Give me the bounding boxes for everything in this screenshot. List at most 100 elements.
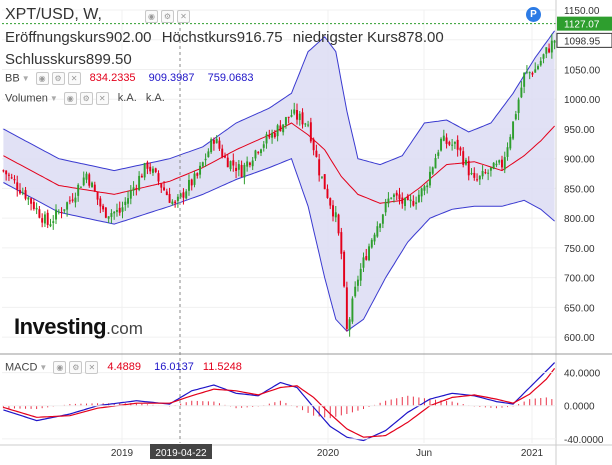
candle-body: [146, 162, 149, 169]
settings-icon[interactable]: ⚙: [69, 361, 83, 374]
macd-tick-label: -40.0000: [564, 435, 604, 446]
candle-body: [392, 194, 395, 197]
candle-body: [545, 47, 548, 54]
candle-body: [517, 99, 520, 114]
candle-body: [320, 176, 323, 178]
close-icon[interactable]: ✕: [67, 72, 81, 85]
visibility-icon[interactable]: ◉: [145, 10, 158, 24]
candle-body: [537, 66, 539, 70]
candle-body: [110, 213, 113, 217]
macd-tick-label: 0.0000: [564, 402, 595, 413]
current-price-label: 1127.07: [564, 20, 600, 31]
bollinger-lower-line: [3, 158, 555, 332]
macd-value-hist: 4.4889: [107, 361, 142, 374]
candle-body: [235, 167, 238, 171]
candle-body: [221, 148, 224, 157]
candle-body: [503, 157, 506, 170]
close-icon[interactable]: ✕: [85, 361, 99, 374]
candle-body: [185, 191, 188, 199]
candle-body: [5, 170, 8, 175]
candle-body: [271, 132, 274, 138]
candle-body: [304, 123, 307, 125]
candle-body: [387, 198, 390, 204]
ohlc-row-1: Eröffnungskurs902.00 Höchstkurs916.75 ni…: [5, 29, 444, 46]
price-box-tag: [556, 32, 612, 48]
publish-badge[interactable]: P: [526, 7, 541, 22]
high-value: 916.75: [236, 29, 283, 46]
candle-body: [91, 182, 93, 188]
candle-body: [127, 198, 130, 204]
symbol-title: XPT/USD, W,: [5, 6, 102, 23]
candle-body: [107, 216, 110, 219]
bollinger-upper-line: [3, 30, 556, 172]
chevron-down-icon[interactable]: ▼: [49, 94, 58, 103]
candle-body: [57, 211, 60, 213]
candle-body: [163, 187, 166, 191]
title-controls: ◉ ⚙ ✕: [142, 8, 190, 26]
candle-body: [379, 223, 382, 228]
investing-logo: Investing.com: [14, 314, 143, 340]
bb-name[interactable]: BB: [5, 72, 20, 85]
settings-icon[interactable]: ⚙: [161, 10, 174, 24]
candle-body: [307, 124, 310, 126]
macd-value-signal: 11.5248: [202, 361, 242, 374]
candle-body: [298, 113, 301, 121]
settings-icon[interactable]: ⚙: [51, 72, 65, 85]
candle-body: [434, 158, 437, 169]
price-box-label: 1098.95: [564, 36, 601, 47]
close-value: 899.50: [85, 51, 132, 68]
candle-body: [257, 152, 260, 154]
candle-body: [318, 159, 321, 176]
candle-body: [88, 174, 91, 186]
candle-body: [248, 162, 251, 166]
volume-name[interactable]: Volumen: [5, 92, 48, 105]
candle-body: [52, 221, 55, 223]
candle-body: [204, 158, 207, 161]
macd-name[interactable]: MACD: [5, 361, 38, 374]
candle-body: [218, 140, 221, 149]
candle-body: [176, 196, 179, 202]
candle-body: [35, 207, 38, 210]
candle-body: [539, 60, 542, 66]
candle-body: [451, 144, 454, 146]
candle-body: [351, 298, 354, 322]
high-label: Höchstkurs: [161, 29, 237, 46]
visibility-icon[interactable]: ◉: [53, 361, 67, 374]
chevron-down-icon[interactable]: ▼: [21, 74, 30, 83]
chevron-down-icon[interactable]: ▼: [39, 363, 48, 372]
candle-body: [19, 189, 21, 194]
y-tick-label: 600.00: [564, 333, 595, 344]
y-tick-label: 1050.00: [564, 65, 601, 76]
candle-body: [312, 139, 315, 151]
candle-body: [199, 165, 202, 175]
candle-body: [492, 162, 495, 170]
settings-icon[interactable]: ⚙: [79, 92, 93, 105]
logo-text: Investing: [14, 314, 107, 339]
candle-body: [428, 171, 431, 186]
candle-body: [118, 207, 121, 213]
candle-body: [456, 139, 459, 150]
candle-body: [384, 201, 387, 213]
candle-body: [362, 257, 365, 268]
close-icon[interactable]: ✕: [95, 92, 109, 105]
candle-body: [356, 279, 359, 286]
candle-body: [329, 198, 332, 206]
candle-body: [398, 194, 401, 200]
x-tick-label: 2020: [317, 448, 340, 459]
candle-body: [55, 209, 57, 220]
visibility-icon[interactable]: ◉: [35, 72, 49, 85]
candle-body: [287, 116, 290, 118]
candle-body: [348, 319, 351, 331]
visibility-icon[interactable]: ◉: [63, 92, 77, 105]
bb-value-middle: 834.2335: [89, 72, 136, 85]
candle-body: [415, 202, 418, 204]
candle-body: [254, 150, 257, 159]
y-tick-label: 1000.00: [564, 95, 601, 106]
close-icon[interactable]: ✕: [177, 10, 190, 24]
candle-body: [115, 210, 118, 212]
candle-body: [262, 144, 265, 148]
candle-body: [113, 211, 116, 214]
candle-body: [548, 48, 551, 53]
y-tick-label: 750.00: [564, 244, 595, 255]
